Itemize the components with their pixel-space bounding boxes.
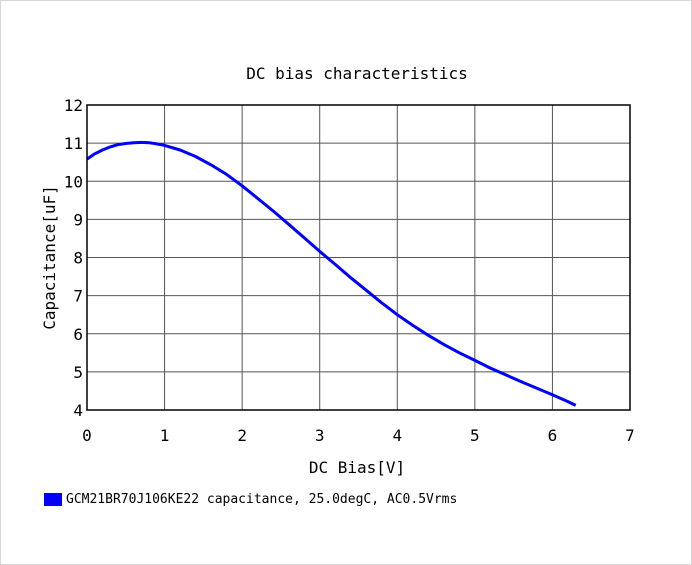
series-line (86, 140, 577, 407)
y-tick-label: 12 (64, 96, 83, 115)
y-tick-label: 7 (73, 287, 83, 306)
chart-grid (87, 105, 630, 410)
x-axis-label: DC Bias[V] (309, 458, 405, 477)
plot-area-border (86, 104, 631, 411)
x-tick-label: 1 (160, 426, 170, 445)
chart-series (86, 140, 577, 407)
legend-label: GCM21BR70J106KE22 capacitance, 25.0degC,… (66, 492, 458, 507)
y-tick-label: 6 (73, 325, 83, 344)
legend-swatch (44, 493, 62, 506)
x-tick-label: 0 (82, 426, 92, 445)
y-tick-label: 4 (73, 401, 83, 420)
y-axis-label: Capacitance[uF] (40, 185, 59, 330)
y-tick-label: 9 (73, 210, 83, 229)
y-tick-label: 8 (73, 249, 83, 268)
y-tick-label: 11 (64, 134, 83, 153)
chart-title: DC bias characteristics (246, 64, 468, 83)
y-tick-label: 10 (64, 172, 83, 191)
x-tick-label: 7 (625, 426, 635, 445)
x-tick-label: 6 (548, 426, 558, 445)
x-tick-label: 4 (392, 426, 402, 445)
x-tick-label: 2 (237, 426, 247, 445)
x-tick-label: 5 (470, 426, 480, 445)
chart-legend: GCM21BR70J106KE22 capacitance, 25.0degC,… (44, 492, 457, 507)
y-tick-label: 5 (73, 363, 83, 382)
x-tick-label: 3 (315, 426, 325, 445)
